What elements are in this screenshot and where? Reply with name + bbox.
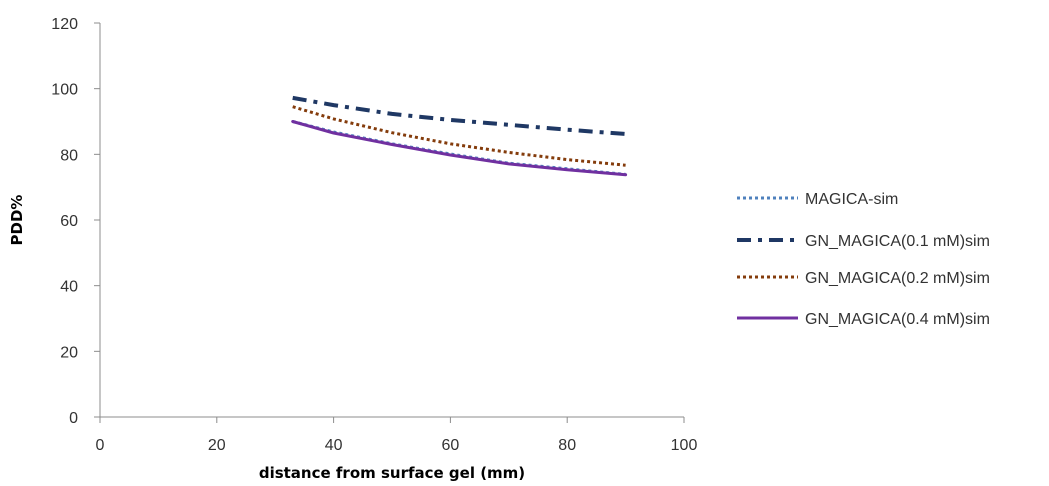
y-tick-label: 20 xyxy=(60,344,78,361)
x-tick-label: 80 xyxy=(558,437,576,454)
x-tick-label: 0 xyxy=(96,437,105,454)
legend: MAGICA-sim GN_MAGICA(0.1 mM)sim GN_MAGICA(… xyxy=(737,191,990,328)
x-tick-label: 20 xyxy=(208,437,226,454)
x-axis-title: distance from surface gel (mm) xyxy=(259,464,525,482)
y-axis-ticks: 0 20 40 60 80 100 120 xyxy=(51,16,100,427)
x-tick-label: 60 xyxy=(442,437,460,454)
y-tick-label: 120 xyxy=(51,16,78,33)
y-tick-label: 40 xyxy=(60,279,78,296)
series-line-2 xyxy=(292,95,626,136)
series-line-3 xyxy=(292,105,626,167)
y-tick-label: 0 xyxy=(69,410,78,427)
legend-label-4: GN_MAGICA(0.4 mM)sim xyxy=(805,311,990,328)
y-tick-label: 80 xyxy=(60,147,78,164)
y-axis-title: PDD% xyxy=(8,195,26,246)
y-tick-label: 60 xyxy=(60,213,78,230)
legend-label-2: GN_MAGICA(0.1 mM)sim xyxy=(805,233,990,250)
x-tick-label: 100 xyxy=(671,437,698,454)
legend-label-1: MAGICA-sim xyxy=(805,191,898,208)
x-tick-label: 40 xyxy=(325,437,343,454)
legend-label-3: GN_MAGICA(0.2 mM)sim xyxy=(805,270,990,287)
series-lines xyxy=(291,95,628,177)
series-line-1 xyxy=(292,120,626,176)
y-tick-label: 100 xyxy=(51,82,78,99)
chart-axes xyxy=(99,23,684,418)
series-line-4 xyxy=(291,120,628,177)
x-axis-ticks: 0 20 40 60 80 100 xyxy=(96,417,698,454)
